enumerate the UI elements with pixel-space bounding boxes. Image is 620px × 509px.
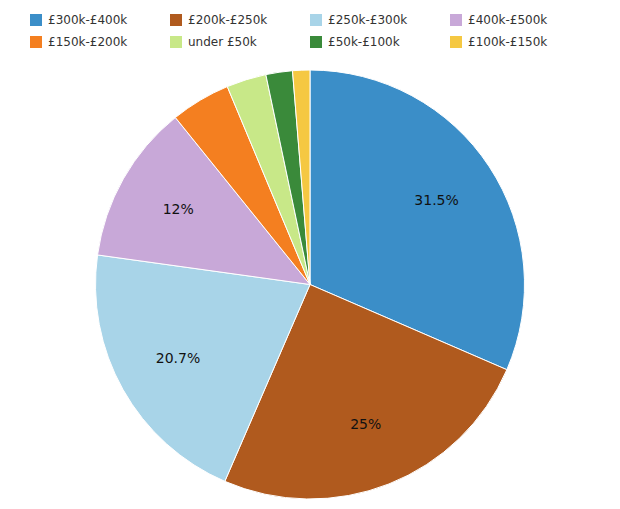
legend: £300k-£400k £200k-£250k £250k-£300k £400k-£… — [30, 13, 547, 49]
legend-swatch — [170, 14, 182, 26]
chart: £300k-£400k £200k-£250k £250k-£300k £400k-£… — [0, 0, 620, 509]
legend-swatch — [450, 36, 462, 48]
legend-label: £400k-£500k — [468, 13, 547, 27]
legend-label: £250k-£300k — [328, 13, 407, 27]
legend-item: £300k-£400k — [30, 13, 127, 27]
legend-swatch — [30, 36, 42, 48]
legend-label: £300k-£400k — [48, 13, 127, 27]
legend-label: £50k-£100k — [328, 35, 400, 49]
legend-swatch — [170, 36, 182, 48]
legend-label: under £50k — [188, 35, 257, 49]
legend-swatch — [310, 36, 322, 48]
pie — [96, 70, 525, 499]
legend-swatch — [450, 14, 462, 26]
legend-item: £200k-£250k — [170, 13, 267, 27]
legend-item: £400k-£500k — [450, 13, 547, 27]
slice — [96, 255, 310, 481]
legend-item: £250k-£300k — [310, 13, 407, 27]
legend-item: £100k-£150k — [450, 35, 547, 49]
slice — [266, 71, 310, 285]
data-label: 25% — [350, 416, 381, 432]
data-labels: 31.5% 25% 20.7% 12% — [156, 192, 459, 432]
slice — [292, 70, 310, 285]
legend-label: £150k-£200k — [48, 35, 127, 49]
legend-item: £50k-£100k — [310, 35, 400, 49]
legend-label: £200k-£250k — [188, 13, 267, 27]
data-label: 12% — [163, 201, 194, 217]
legend-swatch — [310, 14, 322, 26]
data-label: 20.7% — [156, 350, 200, 366]
legend-swatch — [30, 14, 42, 26]
legend-item: £150k-£200k — [30, 35, 127, 49]
data-label: 31.5% — [414, 192, 458, 208]
legend-label: £100k-£150k — [468, 35, 547, 49]
legend-item: under £50k — [170, 35, 257, 49]
